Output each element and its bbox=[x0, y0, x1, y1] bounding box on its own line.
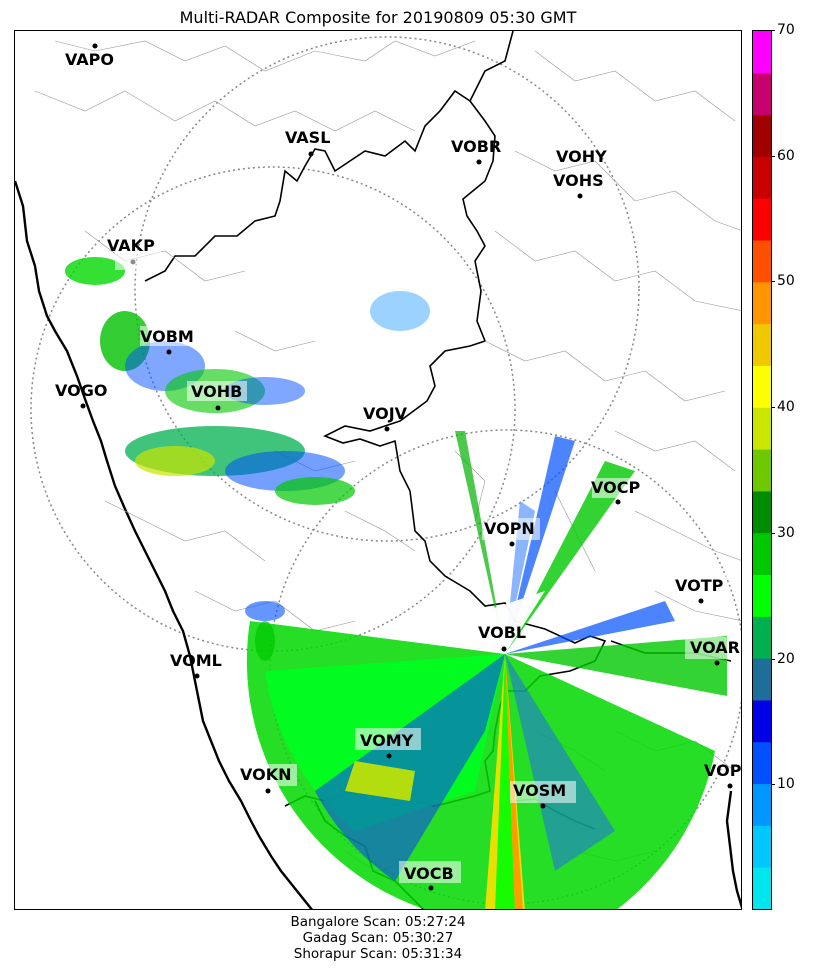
station-label-vohs[interactable]: VOHS bbox=[553, 171, 604, 190]
colorbar-band bbox=[753, 407, 771, 450]
station-label-vobl[interactable]: VOBL bbox=[478, 623, 526, 642]
station-label-voar[interactable]: VOAR bbox=[690, 638, 740, 657]
colorbar-band bbox=[753, 156, 771, 199]
colorbar-tick-text: 60 bbox=[777, 147, 795, 164]
colorbar-band bbox=[753, 31, 771, 74]
station-label-vocp[interactable]: VOCP bbox=[591, 478, 640, 497]
radar-map-canvas: VAPO VASL VOBR VOHY VOHS VAKP VOBM VOGO … bbox=[15, 31, 742, 909]
station-label-vobr[interactable]: VOBR bbox=[451, 137, 501, 156]
station-label-vakp[interactable]: VAKP bbox=[107, 236, 155, 255]
colorbar-band bbox=[753, 240, 771, 283]
colorbar-band bbox=[753, 532, 771, 576]
station-label-vopn[interactable]: VOPN bbox=[484, 519, 535, 538]
station-label-vojv[interactable]: VOJV bbox=[363, 404, 408, 423]
colorbar-band bbox=[753, 114, 771, 157]
station-label-vosm[interactable]: VOSM bbox=[513, 781, 566, 800]
colorbar-band bbox=[753, 449, 771, 492]
colorbar-ticks: 10 20 30 40 50 60 70 bbox=[771, 22, 822, 910]
colorbar-band bbox=[753, 72, 771, 116]
station-label-vasl[interactable]: VASL bbox=[285, 128, 330, 147]
station-label-vohb[interactable]: VOHB bbox=[191, 382, 242, 401]
colorbar-tick-label: 40 bbox=[771, 399, 795, 416]
colorbar-gradient bbox=[753, 31, 771, 909]
colorbar-tick-label: 60 bbox=[771, 147, 795, 164]
colorbar-band bbox=[753, 365, 771, 408]
colorbar-band bbox=[753, 783, 771, 826]
colorbar-band bbox=[753, 658, 771, 701]
colorbar-band bbox=[753, 323, 771, 366]
station-label-vogo[interactable]: VOGO bbox=[55, 381, 107, 400]
station-label-vapo[interactable]: VAPO bbox=[65, 50, 114, 69]
scan-time-bangalore: Bangalore Scan: 05:27:24 bbox=[290, 914, 466, 930]
scan-time-shorapur: Shorapur Scan: 05:31:34 bbox=[293, 946, 463, 962]
colorbar-band bbox=[753, 741, 771, 785]
colorbar-tick-label: 50 bbox=[771, 273, 795, 290]
colorbar-band bbox=[753, 616, 771, 659]
colorbar-tick-text: 20 bbox=[777, 650, 795, 667]
station-labels: VAPO VASL VOBR VOHY VOHS VAKP VOBM VOGO … bbox=[55, 50, 742, 883]
radar-map[interactable]: VAPO VASL VOBR VOHY VOHS VAKP VOBM VOGO … bbox=[14, 30, 742, 910]
colorbar-band bbox=[753, 574, 771, 617]
scan-times: Bangalore Scan: 05:27:24 Gadag Scan: 05:… bbox=[14, 914, 742, 962]
station-label-vocb[interactable]: VOCB bbox=[404, 864, 454, 883]
colorbar-band bbox=[753, 699, 771, 743]
label-highlights bbox=[115, 250, 741, 883]
coastline bbox=[15, 180, 741, 909]
colorbar-band bbox=[753, 281, 771, 325]
map-title: Multi-RADAR Composite for 20190809 05:30… bbox=[179, 8, 577, 27]
station-label-vomy[interactable]: VOMY bbox=[360, 731, 414, 750]
colorbar-tick-label: 70 bbox=[771, 22, 795, 38]
district-boundaries bbox=[34, 40, 741, 882]
colorbar-tick-text: 50 bbox=[777, 273, 795, 290]
radar-echo-gadag bbox=[65, 257, 430, 661]
station-label-votp[interactable]: VOTP bbox=[675, 576, 724, 595]
station-label-vopc[interactable]: VOPC bbox=[704, 761, 742, 780]
colorbar-band bbox=[753, 867, 771, 909]
colorbar-tick-text: 10 bbox=[777, 776, 795, 793]
colorbar-band bbox=[753, 198, 771, 241]
station-label-vohy[interactable]: VOHY bbox=[556, 147, 607, 166]
station-label-vokn[interactable]: VOKN bbox=[240, 765, 292, 784]
colorbar-tick-label: 20 bbox=[771, 650, 795, 667]
colorbar-tick-text: 30 bbox=[777, 524, 795, 541]
colorbar-band bbox=[753, 490, 771, 534]
scan-time-gadag: Gadag Scan: 05:30:27 bbox=[302, 930, 454, 946]
range-rings bbox=[30, 36, 741, 905]
colorbar-tick-text: 40 bbox=[777, 399, 795, 416]
colorbar-tick-label: 30 bbox=[771, 524, 795, 541]
reflectivity-colorbar bbox=[752, 30, 772, 910]
station-label-voml[interactable]: VOML bbox=[170, 651, 222, 670]
station-label-vobm[interactable]: VOBM bbox=[140, 327, 194, 346]
colorbar-band bbox=[753, 825, 771, 868]
colorbar-tick-label: 10 bbox=[771, 776, 795, 793]
colorbar-tick-text: 70 bbox=[777, 22, 795, 38]
